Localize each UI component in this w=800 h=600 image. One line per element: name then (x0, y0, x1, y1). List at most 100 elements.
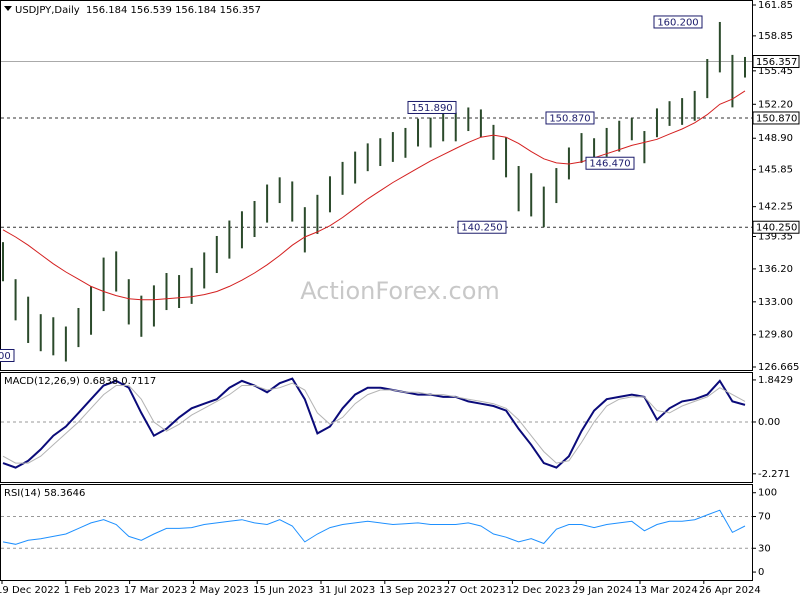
price-bar (693, 90, 696, 121)
price-bar (379, 138, 382, 167)
price-bar (303, 207, 306, 253)
price-bar (593, 138, 596, 167)
x-tick-label: 2 May 2023 (190, 585, 249, 596)
annotation-box (585, 156, 635, 170)
y-tick-label: 0.00 (758, 417, 780, 428)
price-bar (253, 200, 256, 238)
price-bar (391, 132, 394, 162)
price-bar (479, 109, 482, 138)
price-bar (429, 117, 432, 148)
price-bar (630, 117, 633, 141)
price-box (752, 220, 800, 234)
price-bar (39, 314, 42, 352)
y-tick-label: 0 (758, 567, 764, 578)
y-tick-label: 158.85 (758, 31, 793, 42)
y-tick-label: -2.271 (758, 469, 790, 480)
annotation-box (407, 100, 457, 114)
x-tick-label: 19 Dec 2022 (0, 585, 60, 596)
price-bar (404, 127, 407, 158)
y-tick-label: 148.90 (758, 133, 793, 144)
annotation-label: 150.870 (549, 113, 590, 124)
pane-frame (0, 0, 753, 371)
price-bar (127, 279, 130, 325)
price-bar (655, 108, 658, 138)
x-tick-label: 13 Sep 2023 (379, 585, 442, 596)
price-bar (517, 166, 520, 212)
price-bar (354, 151, 357, 184)
price-bar (77, 307, 80, 348)
annotation-box (457, 220, 507, 234)
x-tick-label: 26 Apr 2024 (699, 585, 761, 596)
price-bar (718, 21, 721, 73)
price-bar (567, 147, 570, 180)
price-bar (190, 267, 193, 304)
watermark: ActionForex.com (300, 277, 500, 305)
price-bar (291, 181, 294, 222)
price-bar (744, 56, 746, 78)
y-tick-label: 152.20 (758, 99, 793, 110)
price-bar (341, 161, 344, 195)
pane-title: RSI(14) 58.3646 (4, 488, 85, 499)
chart-title: USDJPY,Daily (15, 5, 80, 16)
price-bar (215, 235, 218, 274)
price-bar (152, 285, 155, 327)
price-bar (618, 120, 621, 152)
x-tick-label: 27 Oct 2023 (444, 585, 506, 596)
price-bar (505, 137, 508, 178)
price-bar (178, 275, 181, 308)
pane-frame (0, 484, 753, 581)
pane-frame (0, 372, 753, 483)
y-tick-label: 136.20 (758, 264, 793, 275)
price-box-label: 150.870 (756, 113, 797, 124)
y-tick-label: 133.00 (758, 297, 793, 308)
price-bar (115, 251, 118, 292)
x-tick-label: 15 Jun 2023 (253, 585, 313, 596)
y-tick-label: 100 (758, 488, 777, 499)
price-bar (328, 176, 331, 213)
price-bar (417, 118, 420, 147)
x-tick-label: 12 Dec 2023 (506, 585, 570, 596)
price-bar (492, 124, 495, 160)
y-tick-label: 126.665 (758, 362, 799, 373)
x-tick-label: 13 Mar 2024 (634, 585, 697, 596)
x-tick-label: 31 Jul 2023 (319, 585, 376, 596)
y-tick-label: 145.85 (758, 165, 793, 176)
price-bar (240, 211, 243, 249)
price-bar (266, 184, 269, 223)
price-bar (530, 173, 533, 217)
y-tick-label: 1.8429 (758, 375, 793, 386)
price-bar (203, 252, 206, 289)
price-bar (64, 326, 67, 362)
price-bar (165, 273, 168, 311)
price-bar (442, 113, 445, 142)
price-box (752, 111, 800, 125)
y-tick-label: 155.45 (758, 66, 793, 77)
y-tick-label: 70 (758, 512, 771, 523)
price-bar (605, 127, 608, 157)
annotation-label: 127.200 (0, 351, 11, 362)
x-tick-label: 29 Jan 2024 (572, 585, 632, 596)
price-bar (140, 295, 143, 337)
price-bar (580, 133, 583, 163)
annotation-label: 160.200 (657, 17, 698, 28)
price-bar (102, 257, 105, 312)
price-bar (2, 242, 4, 282)
indicator-line (2, 382, 746, 464)
price-bar (27, 296, 30, 343)
price-bar (681, 98, 684, 125)
y-tick-label: 142.25 (758, 202, 793, 213)
price-bar (316, 194, 319, 234)
x-tick-label: 1 Feb 2023 (64, 585, 120, 596)
price-bar (542, 186, 545, 228)
x-tick-label: 17 Mar 2023 (124, 585, 187, 596)
price-box-label: 156.357 (756, 57, 797, 68)
price-bar (706, 59, 709, 99)
price-bar (731, 54, 734, 108)
price-bar (555, 168, 558, 204)
y-tick-label: 161.85 (758, 0, 793, 11)
price-bar (14, 279, 17, 321)
y-tick-label: 139.35 (758, 231, 793, 242)
price-bar (90, 286, 93, 335)
annotation-box (653, 15, 703, 29)
y-tick-label: 30 (758, 543, 771, 554)
